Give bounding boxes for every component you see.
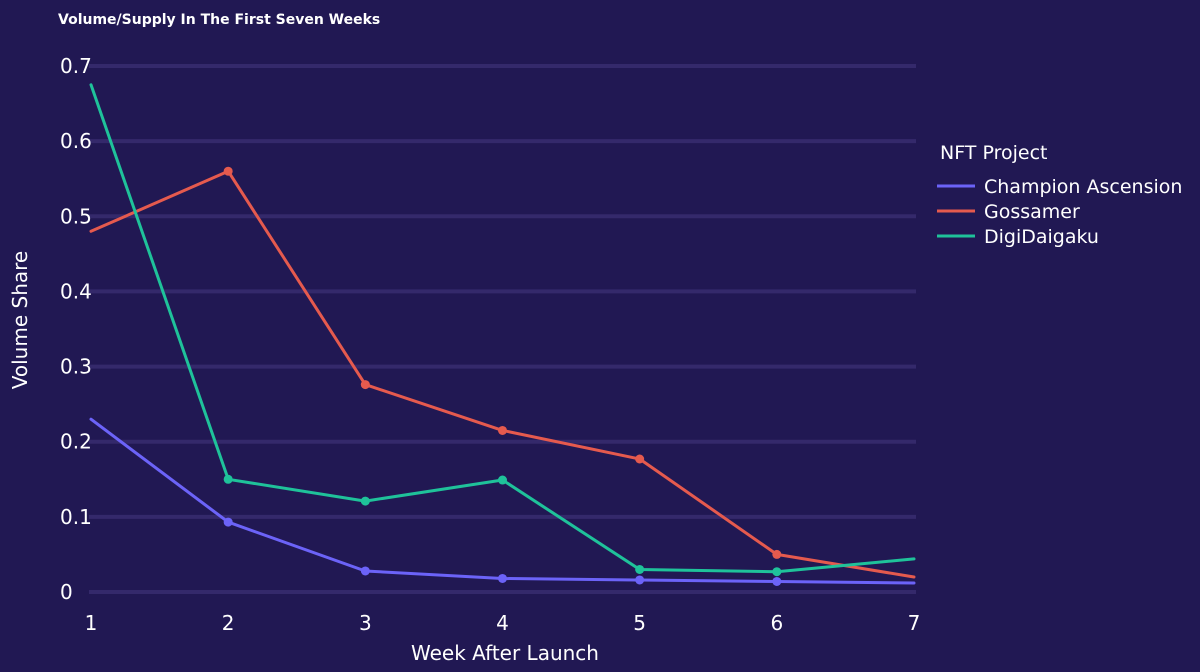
legend-label: Champion Ascension bbox=[984, 176, 1182, 198]
data-point bbox=[223, 517, 233, 527]
series-lines bbox=[89, 83, 916, 586]
data-point bbox=[360, 566, 370, 576]
data-point bbox=[498, 425, 507, 435]
data-point bbox=[772, 576, 782, 586]
x-tick-label: 5 bbox=[633, 611, 646, 635]
y-tick-label: 0.1 bbox=[60, 505, 92, 529]
y-tick-label: 0.2 bbox=[60, 430, 92, 454]
data-point bbox=[772, 567, 782, 577]
data-point bbox=[635, 564, 645, 574]
data-point bbox=[635, 454, 645, 464]
data-point bbox=[772, 549, 782, 559]
data-point bbox=[360, 380, 370, 390]
legend-label: Gossamer bbox=[984, 201, 1080, 223]
x-tick-label: 2 bbox=[222, 611, 235, 635]
data-point bbox=[498, 573, 507, 583]
x-tick-label: 4 bbox=[496, 611, 509, 635]
y-tick-label: 0.7 bbox=[60, 54, 92, 78]
series-digidaigaku bbox=[89, 83, 916, 577]
data-point bbox=[360, 496, 370, 506]
data-point bbox=[223, 474, 233, 484]
y-axis-label: Volume Share bbox=[8, 251, 32, 389]
x-tick-label: 7 bbox=[908, 611, 921, 635]
y-tick-label: 0 bbox=[60, 580, 73, 604]
series-champion-ascension bbox=[89, 417, 916, 586]
y-tick-label: 0.5 bbox=[60, 204, 92, 228]
y-axis-ticks: 0 0.1 0.2 0.3 0.4 0.5 0.6 0.7 bbox=[60, 54, 92, 604]
legend-items: Champion Ascension Gossamer DigiDaigaku bbox=[937, 176, 1182, 248]
series-gossamer bbox=[89, 166, 916, 579]
x-tick-label: 1 bbox=[85, 611, 98, 635]
data-point bbox=[635, 575, 645, 585]
y-tick-label: 0.3 bbox=[60, 355, 92, 379]
legend-title: NFT Project bbox=[940, 142, 1047, 164]
y-tick-label: 0.6 bbox=[60, 129, 92, 153]
series-line bbox=[89, 83, 916, 574]
grid-lines bbox=[89, 64, 916, 594]
x-axis-label: Week After Launch bbox=[411, 641, 599, 665]
x-tick-label: 6 bbox=[770, 611, 783, 635]
x-tick-label: 3 bbox=[359, 611, 372, 635]
data-point bbox=[223, 166, 233, 176]
chart-title: Volume/Supply In The First Seven Weeks bbox=[58, 12, 380, 28]
x-axis-ticks: 1 2 3 4 5 6 7 bbox=[85, 611, 921, 635]
y-tick-label: 0.4 bbox=[60, 279, 92, 303]
data-point bbox=[498, 475, 507, 485]
legend: NFT Project Champion Ascension Gossamer Di… bbox=[937, 142, 1182, 248]
legend-label: DigiDaigaku bbox=[984, 226, 1099, 248]
